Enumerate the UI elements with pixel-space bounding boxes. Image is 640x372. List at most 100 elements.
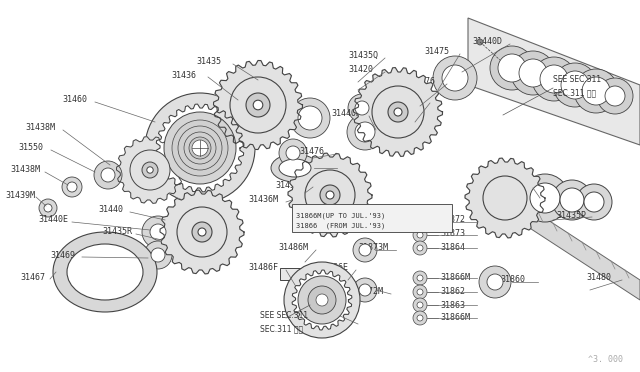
Text: 31436M: 31436M xyxy=(248,196,278,205)
Circle shape xyxy=(413,285,427,299)
Circle shape xyxy=(413,228,427,242)
Circle shape xyxy=(298,276,346,324)
Circle shape xyxy=(290,98,330,138)
Text: 31862: 31862 xyxy=(440,288,465,296)
Text: 31460: 31460 xyxy=(62,96,87,105)
Circle shape xyxy=(145,93,255,203)
Circle shape xyxy=(192,140,208,156)
Ellipse shape xyxy=(271,154,319,182)
Circle shape xyxy=(151,248,165,262)
Circle shape xyxy=(498,54,526,82)
Circle shape xyxy=(433,56,477,100)
Circle shape xyxy=(144,241,172,269)
Circle shape xyxy=(560,188,584,212)
Text: SEC.311 参照: SEC.311 参照 xyxy=(260,324,303,333)
Polygon shape xyxy=(288,153,372,237)
Circle shape xyxy=(142,216,174,248)
Circle shape xyxy=(230,77,286,133)
Circle shape xyxy=(413,241,427,255)
Circle shape xyxy=(355,101,369,115)
Circle shape xyxy=(353,238,377,262)
Circle shape xyxy=(348,94,376,122)
Text: 31435Q: 31435Q xyxy=(348,51,378,60)
Text: 31435R: 31435R xyxy=(102,228,132,237)
Circle shape xyxy=(597,78,633,114)
Circle shape xyxy=(172,120,228,176)
Circle shape xyxy=(62,177,82,197)
Circle shape xyxy=(347,114,383,150)
Polygon shape xyxy=(116,137,184,203)
Polygon shape xyxy=(156,104,244,192)
Text: 31476: 31476 xyxy=(299,148,324,157)
Circle shape xyxy=(44,204,52,212)
Text: 31866  (FROM JUL.'93): 31866 (FROM JUL.'93) xyxy=(296,223,385,229)
Circle shape xyxy=(574,69,618,113)
Circle shape xyxy=(552,180,592,220)
Circle shape xyxy=(417,232,423,238)
Text: 31873: 31873 xyxy=(440,228,465,237)
Circle shape xyxy=(150,224,166,240)
Circle shape xyxy=(198,228,206,236)
Text: 31473: 31473 xyxy=(392,96,417,105)
Circle shape xyxy=(67,182,77,192)
Circle shape xyxy=(417,275,423,281)
Circle shape xyxy=(372,86,424,138)
Circle shape xyxy=(540,65,568,93)
Circle shape xyxy=(490,46,534,90)
Text: 31440: 31440 xyxy=(98,205,123,215)
Ellipse shape xyxy=(67,244,143,300)
Circle shape xyxy=(353,278,377,302)
Circle shape xyxy=(576,184,612,220)
Circle shape xyxy=(413,298,427,312)
Text: 31480: 31480 xyxy=(586,273,611,282)
Polygon shape xyxy=(160,190,244,274)
Circle shape xyxy=(177,207,227,257)
Circle shape xyxy=(286,146,300,160)
Circle shape xyxy=(189,137,211,159)
Text: 31440D: 31440D xyxy=(472,36,502,45)
Text: 31467: 31467 xyxy=(20,273,45,282)
Text: 31420: 31420 xyxy=(348,65,373,74)
Polygon shape xyxy=(465,158,545,238)
Circle shape xyxy=(477,39,483,45)
Circle shape xyxy=(253,100,263,110)
Circle shape xyxy=(94,161,122,189)
Text: 31486F: 31486F xyxy=(248,263,278,273)
Circle shape xyxy=(561,71,589,99)
Circle shape xyxy=(388,102,408,122)
Circle shape xyxy=(359,244,371,256)
Circle shape xyxy=(413,215,427,229)
Polygon shape xyxy=(280,268,310,280)
Text: SEE SEC.311: SEE SEC.311 xyxy=(260,311,308,320)
Circle shape xyxy=(326,191,334,199)
Circle shape xyxy=(178,126,222,170)
Circle shape xyxy=(101,168,115,182)
Text: 31872M: 31872M xyxy=(353,288,383,296)
Circle shape xyxy=(184,132,216,164)
Circle shape xyxy=(142,162,158,178)
Circle shape xyxy=(584,192,604,212)
Text: 31438M: 31438M xyxy=(10,166,40,174)
Text: 31436: 31436 xyxy=(171,71,196,80)
Text: 31440E: 31440E xyxy=(38,215,68,224)
Circle shape xyxy=(394,108,402,116)
Ellipse shape xyxy=(279,159,311,177)
Circle shape xyxy=(605,86,625,106)
Text: 31550: 31550 xyxy=(18,144,43,153)
Text: 31860: 31860 xyxy=(500,276,525,285)
Text: 31872: 31872 xyxy=(440,215,465,224)
Text: 31439M: 31439M xyxy=(5,190,35,199)
Circle shape xyxy=(417,219,423,225)
FancyBboxPatch shape xyxy=(292,204,452,232)
Text: 31866M: 31866M xyxy=(440,314,470,323)
Text: 31476: 31476 xyxy=(410,77,435,87)
Circle shape xyxy=(413,311,427,325)
Polygon shape xyxy=(468,18,640,145)
Text: 31440D: 31440D xyxy=(331,109,361,118)
Circle shape xyxy=(532,57,576,101)
Circle shape xyxy=(39,199,57,217)
Text: 31475: 31475 xyxy=(424,46,449,55)
Polygon shape xyxy=(292,270,352,330)
Circle shape xyxy=(298,106,322,130)
Text: 31864: 31864 xyxy=(440,244,465,253)
